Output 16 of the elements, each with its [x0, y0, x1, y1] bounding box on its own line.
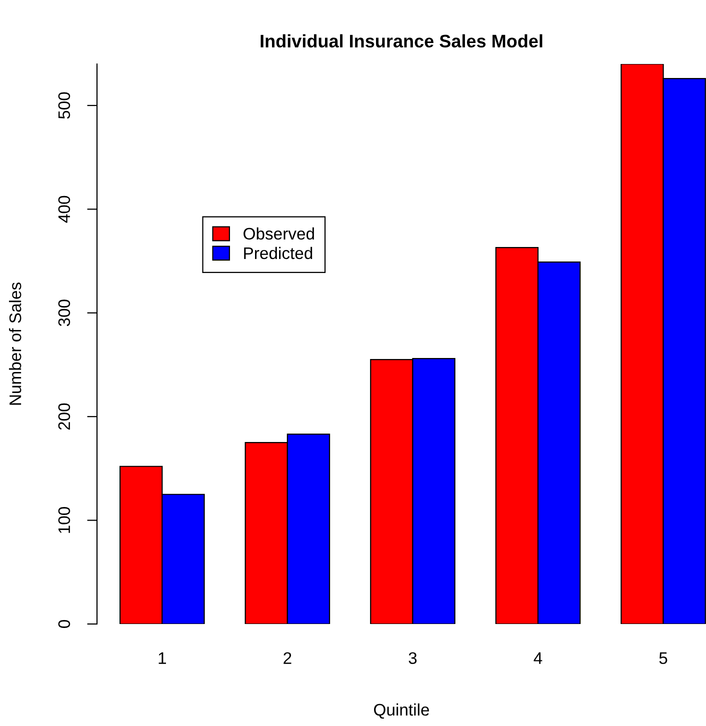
x-tick-label: 1: [158, 652, 166, 664]
y-tick-label: 300: [58, 300, 70, 326]
x-tick-label: 2: [284, 652, 292, 664]
y-tick-label: 0: [58, 620, 70, 628]
chart-title: Individual Insurance Sales Model: [260, 34, 542, 48]
legend-label: Predicted: [244, 246, 312, 260]
y-tick-label: 500: [58, 92, 70, 119]
y-tick-label: 100: [58, 507, 70, 533]
x-axis-title: Quintile: [374, 703, 430, 719]
x-tick-label: 5: [659, 652, 668, 664]
y-axis-title: Number of Sales: [8, 282, 22, 405]
legend-label: Observed: [244, 227, 314, 240]
y-tick-label: 200: [58, 403, 70, 430]
x-tick-label: 4: [534, 652, 542, 664]
y-tick-label: 400: [58, 196, 70, 223]
x-tick-label: 3: [408, 652, 417, 664]
